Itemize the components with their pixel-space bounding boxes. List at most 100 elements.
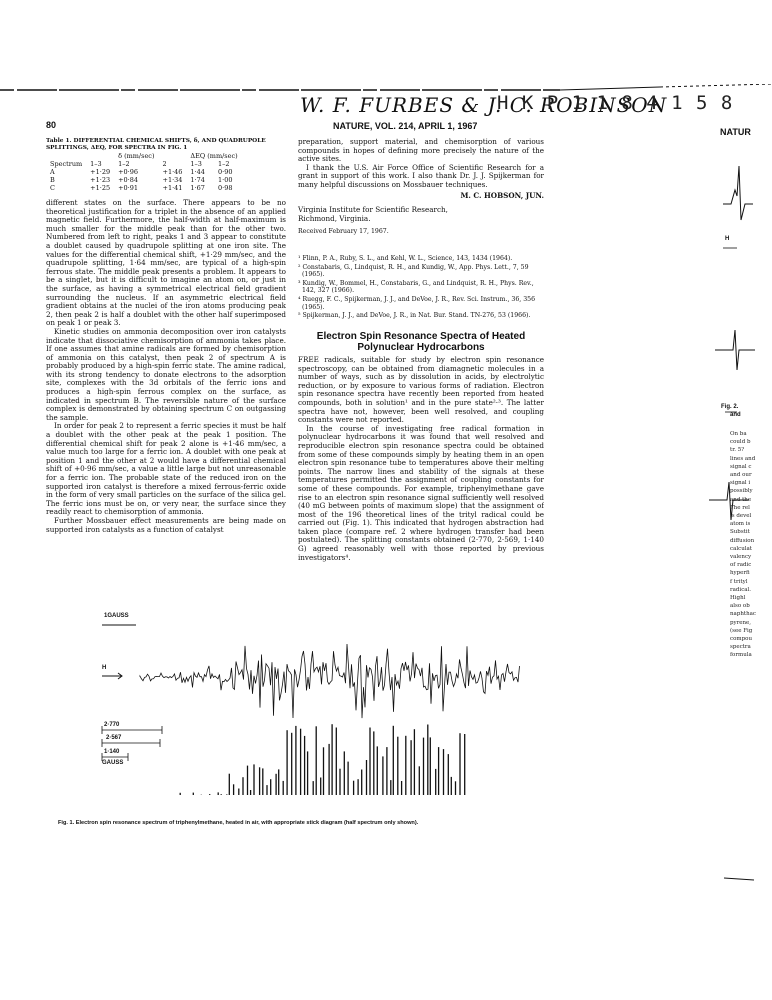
margin-fragment: diffusion	[730, 537, 755, 544]
table-cell: 1·00	[218, 176, 233, 184]
margin-fragment: spectra	[730, 644, 751, 651]
margin-text: On ba could b tr. 5? lines and signal c and o…	[730, 430, 770, 660]
deq-group-header: ΔEQ (mm/sec)	[190, 152, 238, 160]
table-cell: +1·25	[90, 184, 111, 192]
margin-fragment: lines and	[730, 455, 756, 462]
acknowledgement: I thank the U.S. Air Force Office of Sci…	[298, 162, 544, 189]
author-signature: M. C. HOBSON, JUN.	[460, 190, 544, 200]
margin-fragment: signal i	[730, 480, 751, 487]
margin-fragment: Substit	[730, 529, 750, 536]
column-header: 1–3	[90, 160, 102, 168]
table-cell: +1·41	[162, 184, 183, 192]
margin-fragment: atom is	[730, 521, 751, 528]
reference-item: ³ Kundig, W., Bommel, H., Constabaris, G…	[298, 279, 534, 295]
references: ¹ Flinn, P. A., Ruby, S. L., and Kehl, W…	[298, 255, 544, 321]
margin-fragment: radical.	[730, 586, 752, 593]
table-title: Table 1. DIFFERENTIAL CHEMICAL SHIFTS, δ…	[46, 138, 266, 151]
field-arrow-head	[117, 672, 123, 680]
table-1: Table 1. DIFFERENTIAL CHEMICAL SHIFTS, δ…	[46, 138, 286, 192]
column-header: Spectrum	[50, 160, 83, 168]
reference-item: ⁵ Spijkerman, J. J., and DeVoe, J. R., i…	[298, 312, 531, 320]
table-cell: +0·91	[118, 184, 139, 192]
margin-fragment: hyperfi	[730, 570, 750, 577]
affiliation: Richmond, Virginia.	[298, 213, 371, 223]
header-rule	[0, 84, 772, 91]
table-cell: +0·96	[118, 168, 139, 176]
table-cell: 0·98	[218, 184, 233, 192]
margin-fragment: calculat	[730, 545, 752, 552]
stick-diagram	[179, 724, 466, 795]
table-cell: C	[50, 184, 55, 192]
splitting-label: GAUSS	[102, 760, 124, 766]
splitting-label: 1·140	[104, 749, 120, 755]
reference-item: ¹ Flinn, P. A., Ruby, S. L., and Kehl, W…	[298, 255, 513, 262]
column-header: 2	[162, 160, 167, 168]
margin-fragment: (see Fig	[730, 627, 753, 634]
column-header: 1–3	[190, 160, 202, 168]
left-column: different states on the surface. There a…	[46, 199, 286, 597]
table-header-row: Spectrum 1–3 1–2 2 1–3 1–2	[46, 160, 242, 168]
margin-fragment: and our	[730, 472, 752, 479]
table-grid: δ (mm/sec) ΔEQ (mm/sec) Spectrum 1–3 1–2…	[46, 152, 242, 192]
table-cell: 1·67	[190, 184, 205, 192]
splitting-label: 2·770	[104, 722, 120, 728]
margin-fragment: tr. 5?	[730, 447, 745, 454]
page-number: 80	[46, 120, 57, 130]
margin-fragment: On ba	[730, 431, 747, 437]
table-cell: +1·46	[162, 168, 183, 176]
affiliation: Virginia Institute for Scientific Resear…	[298, 205, 448, 215]
margin-fragment: signal c	[730, 463, 752, 470]
article-title-line: Electron Spin Resonance Spectra of Heate…	[316, 331, 526, 342]
body-paragraph: Further Mossbauer effect measurements ar…	[46, 515, 286, 534]
table-cell: +1·23	[90, 176, 111, 184]
margin-fragment: The rel	[730, 504, 750, 511]
margin-fragment: pyrene,	[730, 619, 752, 626]
article-body: FREE radicals, suitable for study by ele…	[298, 356, 544, 596]
margin-fragment: is devel	[730, 513, 752, 520]
table-row: C +1·25 +0·91 +1·41 1·67 0·98	[46, 184, 242, 192]
body-paragraph: FREE radicals, suitable for study by ele…	[298, 356, 544, 425]
margin-fragment: Highl	[730, 595, 746, 602]
column-header: 1–2	[118, 160, 130, 168]
splitting-label: 2·567	[106, 735, 122, 741]
journal-header: NATURE, VOL. 214, APRIL 1, 1967	[333, 121, 478, 131]
margin-fragment: also ob	[730, 603, 750, 610]
table-row: A +1·29 +0·96 +1·46 1·44 0·90	[46, 168, 242, 176]
table-cell: +0·84	[118, 176, 139, 184]
body-paragraph: In the course of investigating free radi…	[298, 423, 544, 562]
field-label: H	[102, 665, 107, 671]
table-cell: +1·29	[90, 168, 111, 176]
body-paragraph: In order for peak 2 to represent a ferri…	[46, 421, 286, 517]
column-header: 1–2	[218, 160, 230, 168]
accession-code: H K P 1 1 8 4 1 5 8	[497, 92, 734, 114]
scale-gauss-label: 1GAUSS	[104, 613, 129, 619]
table-cell: 1·74	[190, 176, 205, 184]
esr-spectrum-figure	[101, 624, 520, 795]
margin-fig-label-2: and	[730, 412, 741, 418]
margin-fragment: could b	[730, 439, 751, 446]
reference-item: ⁴ Ruegg, F. C., Spijkerman, J. J., and D…	[298, 295, 536, 311]
margin-fragment: f trityl	[730, 578, 748, 585]
figure-caption: Fig. 1. Electron spin resonance spectrum…	[58, 820, 419, 826]
spectrum-trace	[139, 643, 520, 719]
margin-fragment: naphthac	[730, 611, 756, 618]
margin-fragment: of radic	[730, 562, 752, 569]
article-title: Electron Spin Resonance Spectra of Heate…	[298, 331, 544, 353]
right-column-top: preparation, support material, and chemi…	[298, 137, 544, 237]
margin-fragment: formula	[730, 652, 752, 659]
handwritten-authors: W. F. FURBES & J. C. ROBINSON	[300, 93, 668, 117]
body-paragraph: different states on the surface. There a…	[46, 199, 286, 328]
reference-item: ² Constabaris, G., Lindquist, R. H., and…	[298, 263, 529, 279]
next-page-journal: NATUR	[720, 127, 751, 137]
splitting-brackets	[101, 726, 163, 761]
margin-marks	[723, 877, 755, 881]
table-cell: +1·34	[162, 176, 183, 184]
margin-fragment: and the	[730, 496, 752, 503]
received-date: Received February 17, 1967.	[298, 228, 389, 236]
table-cell: A	[50, 168, 55, 176]
margin-fragment: valency	[730, 554, 752, 561]
table-cell: B	[50, 176, 55, 184]
margin-fragment: compou	[730, 636, 752, 643]
delta-group-header: δ (mm/sec)	[118, 152, 155, 160]
table-cell: 1·44	[190, 168, 205, 176]
